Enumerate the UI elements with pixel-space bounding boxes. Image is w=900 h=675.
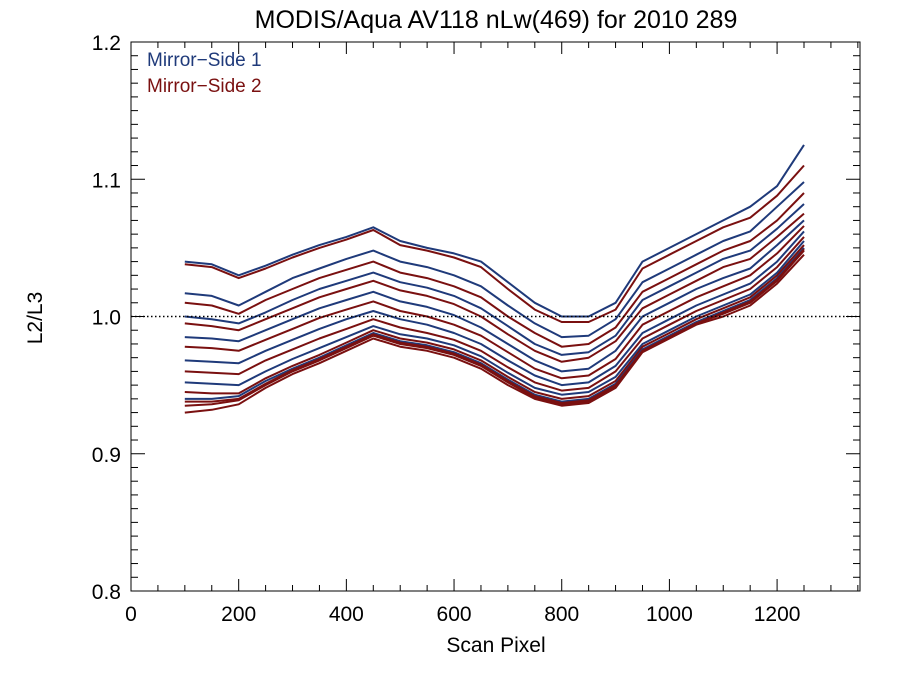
series-line-16-mirror-side-2 [184, 248, 805, 404]
y-tick-label: 0.8 [92, 581, 121, 604]
series-line-13-mirror-side-1 [184, 247, 805, 403]
series-line-2-mirror-side-2 [184, 164, 805, 323]
x-axis-label: Scan Pixel [446, 634, 545, 657]
series-line-6-mirror-side-2 [184, 212, 805, 363]
plot-frame [130, 41, 861, 592]
axis-ticks: 0 200 400 600 800 1000 1200 0.8 0.9 1.0 1.1 1.2 [92, 32, 860, 626]
series-line-7-mirror-side-1 [184, 219, 805, 373]
x-tick-label: 200 [221, 603, 256, 626]
series-line-4-mirror-side-2 [184, 192, 805, 348]
series-line-15-mirror-side-2 [184, 254, 805, 414]
y-axis-label: L2/L3 [24, 292, 47, 345]
legend: Mirror−Side 1 Mirror−Side 2 [147, 50, 262, 97]
y-tick-label: 0.9 [92, 444, 121, 467]
legend-entry-1: Mirror−Side 1 [147, 50, 262, 71]
series-line-12-mirror-side-2 [184, 244, 805, 400]
series-line-5-mirror-side-1 [184, 203, 805, 356]
legend-entry-2: Mirror−Side 2 [147, 76, 262, 97]
x-tick-label: 0 [125, 603, 137, 626]
y-tick-label: 1.1 [92, 169, 121, 192]
x-tick-label: 400 [329, 603, 364, 626]
series-line-8-mirror-side-2 [184, 225, 805, 380]
chart-title: MODIS/Aqua AV118 nLw(469) for 2010 289 [255, 6, 738, 34]
y-tick-label: 1.0 [92, 307, 121, 330]
x-tick-label: 600 [437, 603, 472, 626]
y-tick-label: 1.2 [92, 32, 121, 55]
x-tick-label: 800 [544, 603, 579, 626]
series-line-11-mirror-side-1 [184, 240, 805, 396]
series-line-9-mirror-side-1 [184, 230, 805, 387]
series-line-1-mirror-side-1 [184, 144, 805, 318]
series-line-3-mirror-side-1 [184, 181, 805, 339]
x-tick-label: 1200 [754, 603, 801, 626]
plot-lines [184, 144, 805, 414]
series-line-10-mirror-side-2 [184, 236, 805, 392]
x-tick-label: 1000 [646, 603, 693, 626]
